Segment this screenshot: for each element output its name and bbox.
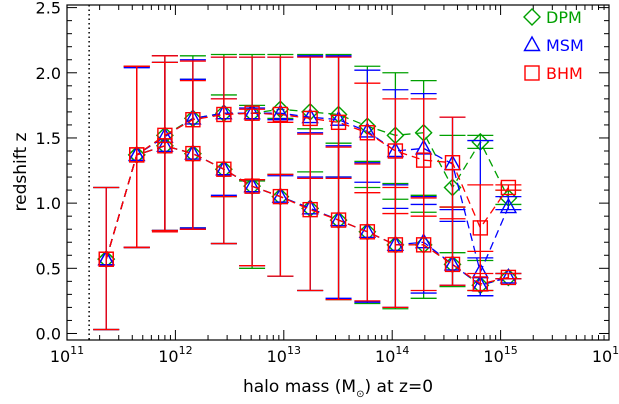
series-msm: [93, 55, 522, 331]
lower-marker: [272, 188, 289, 205]
lower-marker: [472, 276, 489, 292]
series-bhm: [93, 55, 522, 331]
plot-frame: [66, 4, 610, 341]
y-tick-label: 1.5: [36, 129, 61, 148]
lower-marker: [500, 269, 517, 286]
x-tick-label: 1011: [50, 344, 84, 366]
upper-marker: [185, 112, 201, 128]
x-axis-title: halo mass (M⊙) at z=0: [243, 377, 433, 400]
x-axis-title-pre: halo mass (M: [243, 377, 356, 397]
tick-labels: 1011 1012 1013 1014 1015 1016 0.0 0.5 1.0 1.5 2.0 2…: [36, 0, 619, 366]
x-axis-title-sub: ⊙: [356, 389, 364, 400]
lower-marker: [185, 145, 201, 162]
y-tick-label: 1.0: [36, 194, 61, 213]
upper-marker: [157, 127, 173, 144]
upper-marker: [302, 110, 318, 127]
lower-marker: [415, 237, 432, 253]
x-tick-label: 1016: [592, 344, 619, 366]
lower-line: [105, 145, 509, 285]
legend: DPM MSM BHM: [523, 8, 584, 83]
legend-marker-dpm: [523, 8, 541, 26]
upper-line: [105, 112, 509, 275]
upper-marker: [472, 220, 489, 236]
axis-ticks: [66, 5, 610, 340]
legend-marker-msm: [523, 35, 541, 52]
lower-marker: [359, 224, 376, 240]
upper-marker: [499, 197, 518, 214]
y-axis-title: redshift z: [11, 132, 31, 211]
x-tick-label: 1012: [158, 344, 192, 366]
lower-marker: [499, 267, 518, 284]
y-tick-label: 0.5: [36, 259, 61, 278]
y-tick-label: 2.5: [36, 0, 61, 18]
legend-label-bhm: BHM: [546, 64, 583, 83]
x-axis-title-post: ) at z=0: [365, 377, 434, 397]
legend-label-msm: MSM: [546, 36, 584, 55]
upper-marker: [359, 125, 376, 141]
series-dpm: [93, 53, 522, 331]
legend-item-bhm: BHM: [524, 64, 583, 83]
lower-marker: [330, 212, 347, 228]
upper-marker: [272, 106, 289, 123]
upper-line: [105, 112, 509, 260]
upper-marker: [500, 179, 517, 196]
lower-marker: [216, 161, 232, 177]
lower-marker: [444, 256, 461, 273]
x-tick-label: 1014: [375, 344, 409, 366]
lower-marker: [98, 251, 114, 267]
upper-marker: [415, 152, 432, 168]
legend-item-dpm: DPM: [523, 8, 582, 27]
series-layer: [93, 53, 522, 331]
legend-item-msm: MSM: [523, 35, 584, 55]
lower-marker: [499, 268, 518, 287]
lower-marker: [302, 201, 318, 218]
upper-marker: [330, 114, 347, 131]
upper-marker: [244, 105, 260, 121]
legend-marker-bhm: [524, 65, 540, 81]
lower-marker: [157, 138, 173, 154]
upper-marker: [387, 143, 404, 159]
upper-marker: [444, 155, 461, 171]
y-tick-label: 2.0: [36, 64, 61, 83]
lower-marker: [244, 178, 260, 194]
x-tick-label: 1013: [267, 344, 301, 366]
upper-marker: [216, 106, 232, 123]
lower-marker: [129, 147, 145, 163]
lower-marker: [387, 237, 404, 253]
x-tick-label: 1015: [483, 344, 517, 366]
y-tick-label: 0.0: [36, 324, 61, 343]
legend-label-dpm: DPM: [546, 8, 582, 27]
